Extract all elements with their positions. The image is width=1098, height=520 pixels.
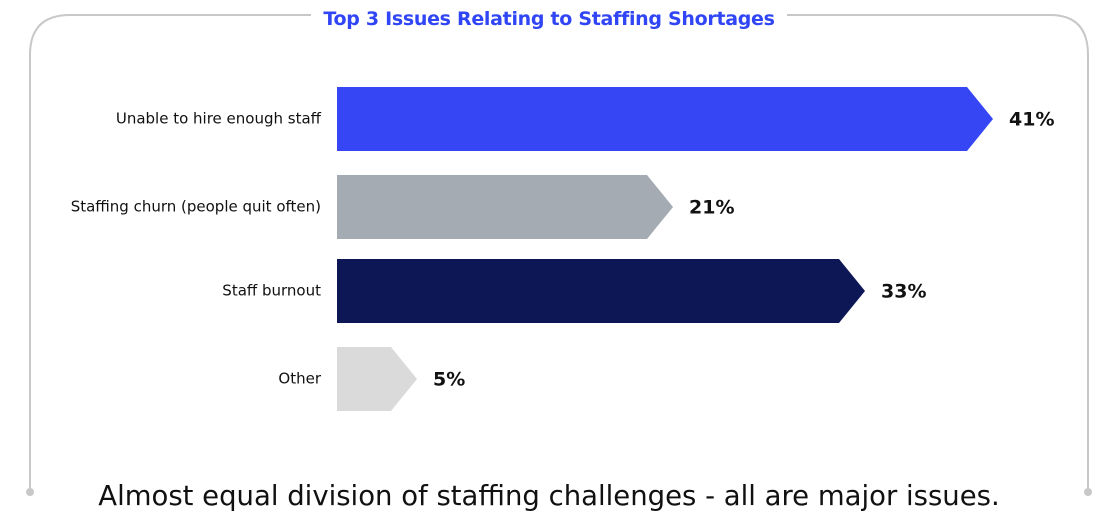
bar-group-staffing-churn-people-quit-often: Staffing churn (people quit often) 21%: [71, 175, 734, 239]
category-label-staffing-churn-people-quit-often: Staffing churn (people quit often): [71, 198, 321, 216]
bars-layer: Unable to hire enough staff 41% Staffing c…: [71, 87, 1054, 411]
value-label-staff-burnout: 33%: [881, 281, 926, 303]
value-label-other: 5%: [433, 369, 465, 391]
category-label-staff-burnout: Staff burnout: [222, 282, 321, 300]
frame-end-dot-left: [26, 488, 34, 496]
bar-group-staff-burnout: Staff burnout 33%: [222, 259, 926, 323]
chart-caption: Almost equal division of staffing challe…: [98, 480, 1000, 512]
bar-staffing-churn-people-quit-often: [337, 175, 673, 239]
category-label-other: Other: [278, 370, 321, 388]
bar-unable-to-hire-enough-staff: [337, 87, 993, 151]
value-label-unable-to-hire-enough-staff: 41%: [1009, 109, 1054, 131]
bar-staff-burnout: [337, 259, 865, 323]
category-label-unable-to-hire-enough-staff: Unable to hire enough staff: [116, 110, 322, 128]
bar-group-other: Other 5%: [278, 347, 465, 411]
frame-end-dot-right: [1084, 488, 1092, 496]
bar-other: [337, 347, 417, 411]
value-label-staffing-churn-people-quit-often: 21%: [689, 197, 734, 219]
bar-group-unable-to-hire-enough-staff: Unable to hire enough staff 41%: [116, 87, 1054, 151]
